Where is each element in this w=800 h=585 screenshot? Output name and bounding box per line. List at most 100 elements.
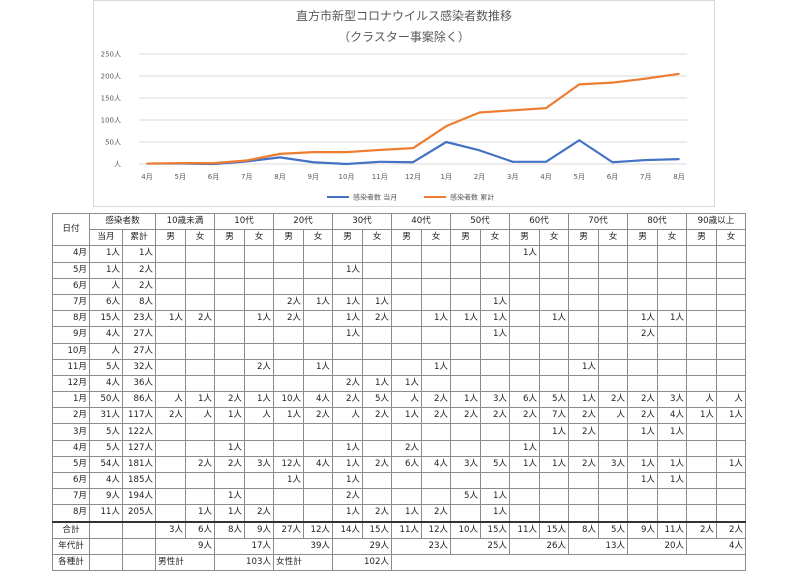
value-cell xyxy=(155,455,187,474)
value-cell xyxy=(155,277,187,295)
value-cell: 2人 xyxy=(421,391,452,409)
value-cell: 5人 xyxy=(89,439,123,457)
value-cell: 5人 xyxy=(480,455,511,474)
value-cell xyxy=(362,439,393,457)
value-cell: 6人 xyxy=(509,391,541,409)
data-point xyxy=(279,153,281,155)
value-cell: 1人 xyxy=(391,374,423,393)
value-cell xyxy=(155,504,187,523)
data-point xyxy=(146,162,148,165)
value-cell: 2人 xyxy=(627,407,659,425)
value-cell: 1人 xyxy=(391,407,423,425)
month-cell: 1月 xyxy=(52,391,90,409)
value-cell: 1人 xyxy=(716,455,747,474)
value-cell: 1人 xyxy=(480,504,511,523)
female-header: 女 xyxy=(244,229,275,247)
value-cell xyxy=(686,488,718,506)
total-cell: 15人 xyxy=(480,521,511,539)
value-cell: 27人 xyxy=(121,342,157,360)
value-cell: 194人 xyxy=(121,488,157,506)
value-cell: 1人 xyxy=(657,471,688,490)
table-row: 9月 4人 27人 1人 1人 2人 xyxy=(52,326,747,344)
value-cell: 1人 xyxy=(509,439,541,457)
value-cell xyxy=(627,504,659,523)
value-cell xyxy=(421,245,452,263)
table-row: 4月 5人 127人 1人 1人 2人 1人 xyxy=(52,439,747,457)
value-cell xyxy=(716,488,747,506)
value-cell: 4人 xyxy=(303,455,334,474)
value-cell: 人 xyxy=(185,407,216,425)
month-cell: 3月 xyxy=(52,423,90,441)
value-cell xyxy=(657,293,688,312)
empty-cell xyxy=(121,553,157,572)
value-cell xyxy=(214,326,246,344)
month-cell: 11月 xyxy=(52,358,90,376)
total-cell: 8人 xyxy=(568,521,600,539)
infected-header: 感染者数 xyxy=(88,212,157,231)
value-cell xyxy=(509,293,541,312)
chart-subtitle: （クラスター事案除く） xyxy=(338,29,470,44)
value-cell xyxy=(391,261,423,279)
value-cell xyxy=(716,504,747,523)
x-tick-label: 12月 xyxy=(405,173,421,181)
female-header: 女 xyxy=(185,229,216,247)
value-cell xyxy=(598,277,629,295)
value-cell xyxy=(657,326,688,344)
value-cell: 1人 xyxy=(332,261,364,279)
value-cell: 2人 xyxy=(303,407,334,425)
value-cell xyxy=(568,326,600,344)
value-cell xyxy=(185,439,216,457)
value-cell xyxy=(362,423,393,441)
value-cell: 3人 xyxy=(657,391,688,409)
data-point xyxy=(279,156,281,159)
value-cell xyxy=(716,310,747,328)
value-cell xyxy=(657,245,688,263)
value-cell: 1人 xyxy=(480,293,511,312)
value-cell xyxy=(598,310,629,328)
chart-panel: 直方市新型コロナウイルス感染者数推移 （クラスター事案除く） 250人 200人 1… xyxy=(93,0,715,207)
age-group-header: 40代 xyxy=(391,212,452,231)
value-cell: 3人 xyxy=(244,455,275,474)
value-cell xyxy=(185,374,216,393)
value-cell: 6人 xyxy=(89,293,123,312)
value-cell: 1人 xyxy=(509,245,541,263)
age-total-cell: 23人 xyxy=(391,537,452,555)
value-cell xyxy=(716,277,747,295)
y-tick-label: 250人 xyxy=(101,51,121,59)
female-header: 女 xyxy=(362,229,393,247)
value-cell xyxy=(539,374,570,393)
value-cell xyxy=(568,439,600,457)
value-cell xyxy=(568,342,600,360)
value-cell xyxy=(362,261,393,279)
value-cell: 1人 xyxy=(121,245,157,263)
value-cell xyxy=(686,293,718,312)
value-cell xyxy=(539,471,570,490)
value-cell xyxy=(421,342,452,360)
data-point xyxy=(345,151,348,153)
value-cell: 15人 xyxy=(89,310,123,328)
value-cell xyxy=(716,374,747,393)
value-cell xyxy=(509,342,541,360)
table-row: 12月 4人 36人 2人 1人 1人 xyxy=(52,374,747,393)
value-cell xyxy=(421,471,452,490)
value-cell xyxy=(539,261,570,279)
data-point xyxy=(378,149,381,151)
female-total-value: 102人 xyxy=(332,553,393,572)
data-point xyxy=(578,83,581,86)
value-cell xyxy=(716,326,747,344)
value-cell xyxy=(332,342,364,360)
value-cell: 1人 xyxy=(568,358,600,376)
value-cell: 2人 xyxy=(391,439,423,457)
value-cell: 1人 xyxy=(657,310,688,328)
value-cell xyxy=(686,471,718,490)
value-cell: 1人 xyxy=(273,407,305,425)
value-cell xyxy=(391,423,423,441)
value-cell xyxy=(214,342,246,360)
value-cell xyxy=(391,245,423,263)
value-cell xyxy=(273,423,305,441)
value-cell xyxy=(450,342,482,360)
total-cell: 2人 xyxy=(716,521,747,539)
x-tick-label: 2月 xyxy=(474,173,485,181)
table-row: 3月 5人 122人 1人 2人 1人 1人 xyxy=(52,423,747,441)
table-row: 7月 6人 8人 2人 1人 1人 1人 1人 xyxy=(52,293,747,312)
